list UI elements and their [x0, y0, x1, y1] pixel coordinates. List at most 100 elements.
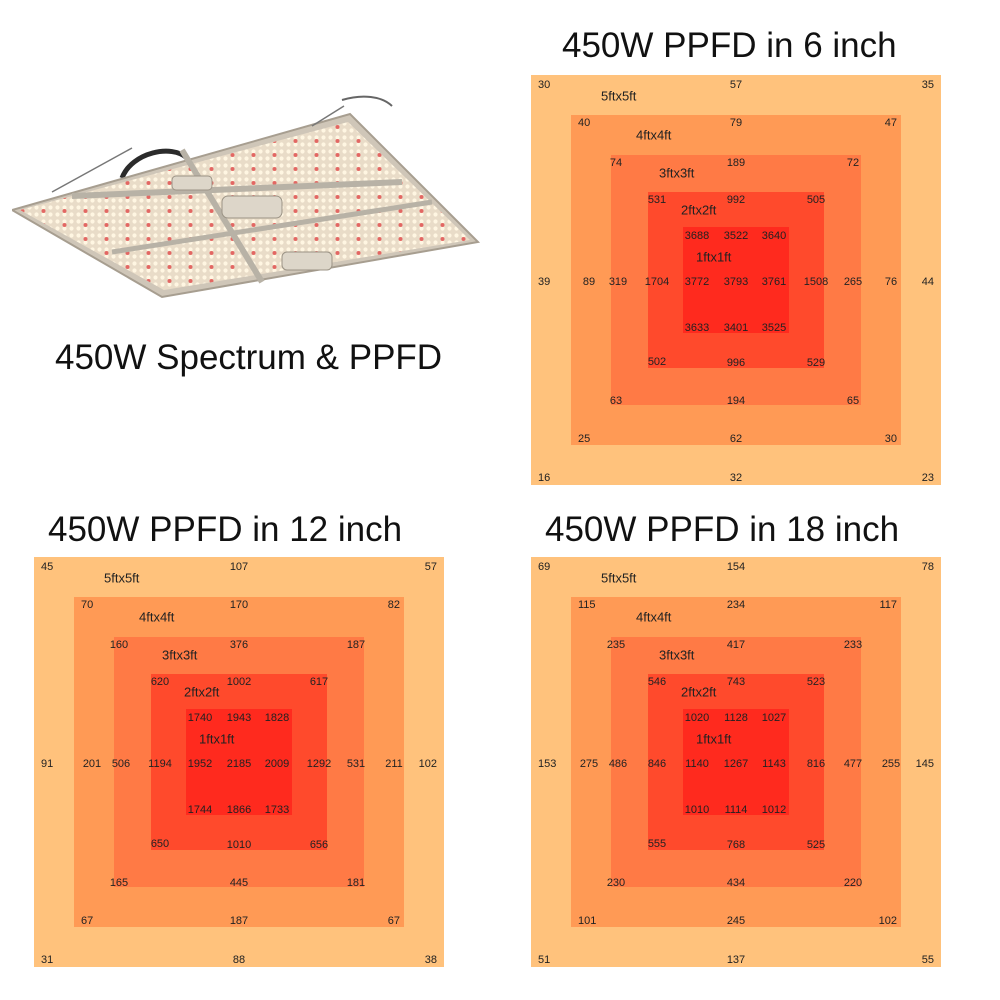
ppfd-value: 617 — [310, 676, 328, 688]
ppfd-value: 523 — [807, 676, 825, 688]
ppfd-value: 486 — [609, 758, 627, 770]
ppfd-value: 16 — [538, 472, 550, 484]
ppfd-value: 35 — [922, 79, 934, 91]
ring-label: 1ftx1ft — [199, 731, 235, 746]
ppfd-value: 47 — [885, 117, 897, 129]
ppfd-value: 67 — [388, 915, 400, 927]
ring-label: 4ftx4ft — [139, 609, 175, 624]
ppfd-value: 234 — [727, 599, 745, 611]
ppfd-value: 531 — [347, 758, 365, 770]
ppfd-value: 525 — [807, 839, 825, 851]
ppfd-value: 620 — [151, 676, 169, 688]
ppfd-value: 846 — [648, 758, 666, 770]
ppfd-value: 768 — [727, 839, 745, 851]
ppfd-value: 3688 — [685, 230, 709, 242]
ring-label: 1ftx1ft — [696, 731, 732, 746]
ppfd-value: 529 — [807, 357, 825, 369]
ppfd-value: 220 — [844, 877, 862, 889]
ppfd-value: 55 — [922, 954, 934, 966]
ppfd-value: 82 — [388, 599, 400, 611]
ppfd-value: 1027 — [762, 712, 786, 724]
ppfd-value: 70 — [81, 599, 93, 611]
ppfd-value: 74 — [610, 157, 622, 169]
ppfd-value: 319 — [609, 276, 627, 288]
ring-label: 1ftx1ft — [696, 249, 732, 264]
ring-label: 3ftx3ft — [659, 165, 695, 180]
ppfd-value: 165 — [110, 877, 128, 889]
ppfd-value: 170 — [230, 599, 248, 611]
ring-label: 5ftx5ft — [601, 570, 637, 585]
ppfd-map-6-inch: 5ftx5ft 30 57 35 39 44 16 32 23 4ftx4ft 40 79 47 89 76… — [531, 75, 941, 485]
ppfd-value: 1508 — [804, 276, 828, 288]
ring-label: 2ftx2ft — [184, 684, 220, 699]
ppfd-value: 115 — [578, 599, 596, 611]
ppfd-value: 88 — [233, 954, 245, 966]
ppfd-value: 187 — [230, 915, 248, 927]
ppfd-value: 275 — [580, 758, 598, 770]
ppfd-value: 2185 — [227, 758, 251, 770]
ring-label: 5ftx5ft — [104, 570, 140, 585]
ppfd-value: 1114 — [725, 804, 748, 816]
ppfd-value: 3761 — [762, 276, 786, 288]
ppfd-value: 181 — [347, 877, 365, 889]
ppfd-value: 555 — [648, 838, 666, 850]
grow-light-product-image — [9, 92, 490, 302]
ppfd-value: 1704 — [645, 276, 669, 288]
ppfd-value: 38 — [425, 954, 437, 966]
ppfd-value: 160 — [110, 639, 128, 651]
ppfd-value: 2009 — [265, 758, 289, 770]
ppfd-value: 1020 — [685, 712, 709, 724]
ppfd-value: 1733 — [265, 804, 289, 816]
ppfd-value: 154 — [727, 561, 745, 573]
ppfd-value: 107 — [230, 561, 248, 573]
ppfd-value: 45 — [41, 561, 53, 573]
chart-title-6-inch: 450W PPFD in 6 inch — [562, 26, 897, 65]
ring-label: 3ftx3ft — [659, 647, 695, 662]
ppfd-value: 89 — [583, 276, 595, 288]
ppfd-value: 91 — [41, 758, 53, 770]
ppfd-value: 1866 — [227, 804, 251, 816]
ppfd-value: 3772 — [685, 276, 709, 288]
ppfd-value: 1943 — [227, 712, 251, 724]
ppfd-value: 194 — [727, 395, 745, 407]
ring-label: 4ftx4ft — [636, 609, 672, 624]
ppfd-value: 265 — [844, 276, 862, 288]
ppfd-value: 477 — [844, 758, 862, 770]
ppfd-value: 3525 — [762, 322, 786, 334]
ppfd-value: 3401 — [724, 322, 748, 334]
ppfd-value: 816 — [807, 758, 825, 770]
ppfd-value: 30 — [538, 79, 550, 91]
ppfd-value: 62 — [730, 433, 742, 445]
ppfd-value: 233 — [844, 639, 862, 651]
ppfd-map-18-inch: 5ftx5ft 69 154 78 153 145 51 137 55 4ftx4ft 115 234… — [531, 557, 941, 967]
ppfd-value: 505 — [807, 194, 825, 206]
ppfd-value: 78 — [922, 561, 934, 573]
ppfd-value: 137 — [727, 954, 745, 966]
ppfd-value: 76 — [885, 276, 897, 288]
ring-label: 3ftx3ft — [162, 647, 198, 662]
ppfd-value: 3793 — [724, 276, 748, 288]
ppfd-value: 25 — [578, 433, 590, 445]
ppfd-value: 1740 — [188, 712, 212, 724]
chart-title-12-inch: 450W PPFD in 12 inch — [48, 510, 403, 549]
ppfd-value: 32 — [730, 472, 742, 484]
ppfd-value: 51 — [538, 954, 550, 966]
ppfd-value: 57 — [730, 79, 742, 91]
ppfd-value: 255 — [882, 758, 900, 770]
ppfd-heatmap-svg: 5ftx5ft 69 154 78 153 145 51 137 55 4ftx4ft 115 234… — [531, 557, 941, 967]
product-title: 450W Spectrum & PPFD — [55, 338, 443, 377]
ppfd-value: 235 — [607, 639, 625, 651]
ppfd-value: 63 — [610, 395, 622, 407]
ppfd-value: 3640 — [762, 230, 786, 242]
ppfd-map-12-inch: 5ftx5ft 45 107 57 91 102 31 88 38 4ftx4ft 70 170 82 2… — [34, 557, 444, 967]
ppfd-value: 1267 — [724, 758, 748, 770]
ring-label: 5ftx5ft — [601, 88, 637, 103]
ppfd-value: 1292 — [307, 758, 331, 770]
ppfd-value: 189 — [727, 157, 745, 169]
ppfd-value: 211 — [385, 758, 403, 770]
ppfd-value: 31 — [41, 954, 53, 966]
ppfd-value: 3522 — [724, 230, 748, 242]
ppfd-value: 69 — [538, 561, 550, 573]
grow-light-illustration — [9, 95, 481, 299]
ppfd-value: 1128 — [724, 712, 748, 724]
